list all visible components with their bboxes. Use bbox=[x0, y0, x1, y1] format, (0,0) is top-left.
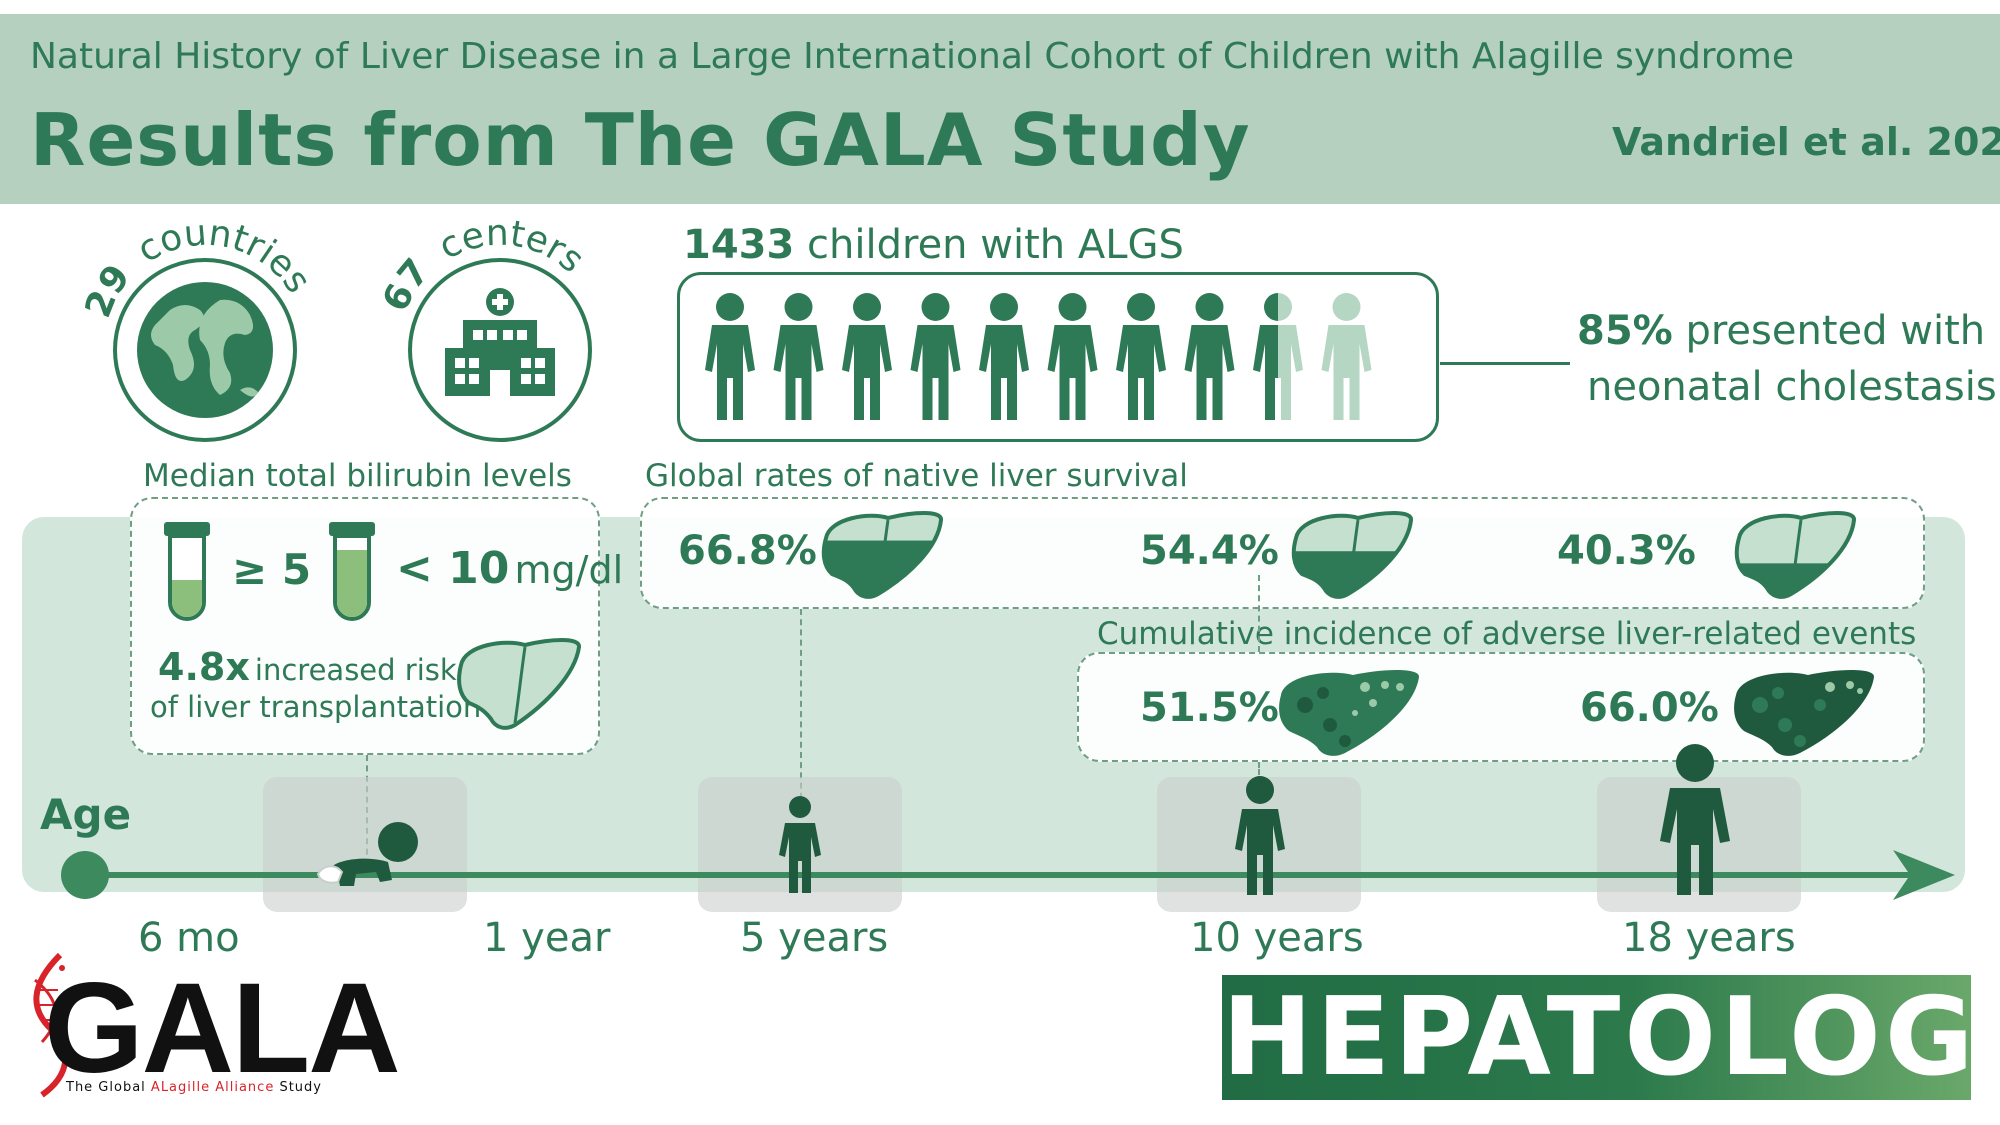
adverse-value-18y: 66.0% bbox=[1580, 685, 1719, 731]
child-figure bbox=[773, 293, 824, 420]
connector-10y bbox=[1258, 762, 1260, 782]
journal-banner: HEPATOLOGY bbox=[1222, 975, 2000, 1100]
cirrhotic-liver-10y-icon bbox=[1279, 670, 1420, 756]
connector-10y-top bbox=[1258, 575, 1260, 652]
liver-survival-10y-icon bbox=[1291, 511, 1413, 599]
liver-survival-5y-icon bbox=[821, 511, 943, 599]
survival-value-10y: 54.4% bbox=[1140, 528, 1279, 574]
cirrhotic-liver-18y-icon bbox=[1734, 670, 1875, 756]
crawling-baby-icon bbox=[316, 822, 418, 886]
axis-arrow bbox=[1893, 850, 1955, 900]
header-banner bbox=[0, 14, 2000, 204]
risk-line2: of liver transplantation bbox=[150, 690, 482, 724]
child-5y-icon bbox=[779, 796, 821, 893]
tick-5y: 5 years bbox=[740, 915, 889, 961]
child-figure bbox=[1184, 293, 1235, 420]
adverse-value-10y: 51.5% bbox=[1140, 685, 1279, 731]
bilirubin-low-label: < 10 bbox=[396, 543, 510, 594]
child-figure bbox=[705, 293, 755, 420]
survival-value-18y: 40.3% bbox=[1557, 528, 1696, 574]
axis-start-dot bbox=[61, 851, 109, 899]
dna-helix-icon bbox=[33, 952, 69, 1098]
countries-stat: 29 countries bbox=[80, 213, 319, 442]
child-figure bbox=[1321, 293, 1372, 420]
age-axis-label: Age bbox=[40, 790, 132, 839]
citation: Vandriel et al. 2022 bbox=[1612, 120, 2000, 164]
child-10y-icon bbox=[1235, 776, 1285, 895]
connector-line bbox=[1440, 362, 1570, 365]
journal-name: HEPATOLOGY bbox=[1222, 975, 2000, 1100]
children-figures bbox=[705, 293, 1372, 420]
child-figure bbox=[910, 293, 961, 420]
teen-18y-icon bbox=[1660, 744, 1730, 895]
tick-1y: 1 year bbox=[483, 915, 611, 961]
page-title: Results from The GALA Study bbox=[30, 98, 1251, 182]
age-pill-6mo bbox=[263, 777, 467, 912]
tick-18y: 18 years bbox=[1622, 915, 1796, 961]
cholestasis-line1: presented with bbox=[1685, 308, 1986, 354]
risk-line-1: 4.8x increased risk bbox=[158, 645, 457, 689]
gala-tagline: The Global ALagille Alliance Study bbox=[66, 1080, 322, 1095]
survival-value-5y: 66.8% bbox=[678, 528, 817, 574]
tick-10y: 10 years bbox=[1190, 915, 1364, 961]
centers-stat: 67 centers bbox=[375, 213, 592, 442]
test-tube-low-icon bbox=[329, 522, 375, 621]
tick-6mo: 6 mo bbox=[138, 915, 240, 961]
bilirubin-low: < 10 mg/dl bbox=[396, 543, 623, 594]
child-figure bbox=[1253, 293, 1303, 420]
cholestasis-pct: 85% bbox=[1577, 308, 1673, 354]
bilirubin-unit: mg/dl bbox=[514, 548, 624, 592]
risk-line1: increased risk bbox=[254, 653, 457, 687]
cholestasis-line2: neonatal cholestasis bbox=[1587, 364, 1997, 410]
cholestasis-stat: 85% presented with bbox=[1577, 308, 1985, 354]
child-figure bbox=[842, 293, 892, 420]
hospital-icon bbox=[445, 288, 555, 396]
children-number: 1433 bbox=[683, 222, 795, 268]
connector-5y bbox=[800, 609, 802, 809]
liver-survival-18y-icon bbox=[1734, 511, 1856, 599]
survival-heading: Global rates of native liver survival bbox=[645, 458, 1188, 494]
child-figure bbox=[979, 293, 1029, 420]
bilirubin-heading: Median total bilirubin levels bbox=[143, 458, 572, 494]
child-figure bbox=[1047, 293, 1098, 420]
children-label: children with ALGS bbox=[807, 222, 1184, 268]
liver-icon bbox=[457, 638, 581, 730]
gala-logo-text: GALA bbox=[44, 957, 401, 1100]
child-figure bbox=[1116, 293, 1166, 420]
bilirubin-high-label: ≥ 5 bbox=[232, 545, 312, 594]
adverse-heading: Cumulative incidence of adverse liver-re… bbox=[1095, 616, 1919, 652]
risk-multiplier: 4.8x bbox=[158, 645, 250, 689]
children-count: 1433 children with ALGS bbox=[683, 222, 1184, 268]
globe-icon bbox=[137, 282, 273, 418]
test-tube-high-icon bbox=[164, 522, 210, 621]
page-subtitle: Natural History of Liver Disease in a La… bbox=[30, 36, 1795, 77]
